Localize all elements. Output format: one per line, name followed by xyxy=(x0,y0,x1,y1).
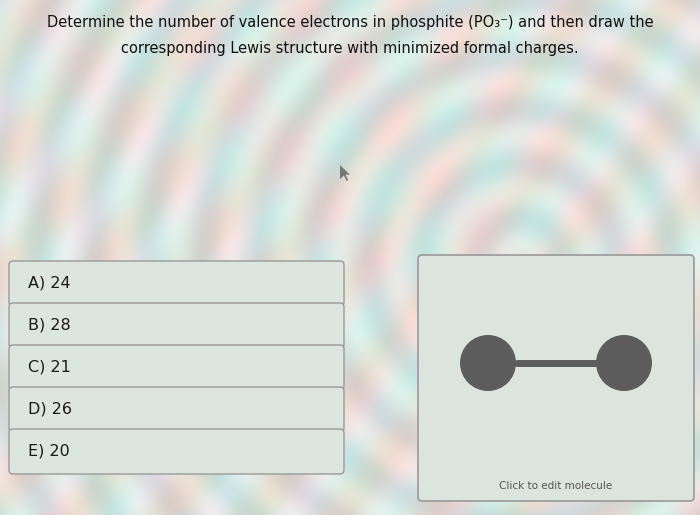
FancyBboxPatch shape xyxy=(9,387,344,432)
Circle shape xyxy=(596,335,652,391)
Text: B) 28: B) 28 xyxy=(28,318,71,333)
FancyBboxPatch shape xyxy=(418,255,694,501)
Text: Determine the number of valence electrons in phosphite (PO₃⁻) and then draw the: Determine the number of valence electron… xyxy=(47,14,653,29)
Text: corresponding Lewis structure with minimized formal charges.: corresponding Lewis structure with minim… xyxy=(121,41,579,56)
Text: A) 24: A) 24 xyxy=(28,276,71,291)
FancyBboxPatch shape xyxy=(9,303,344,348)
FancyBboxPatch shape xyxy=(9,345,344,390)
Circle shape xyxy=(460,335,516,391)
Text: E) 20: E) 20 xyxy=(28,444,70,459)
Text: D) 26: D) 26 xyxy=(28,402,72,417)
Text: C) 21: C) 21 xyxy=(28,360,71,375)
Polygon shape xyxy=(340,165,350,181)
FancyBboxPatch shape xyxy=(9,429,344,474)
FancyBboxPatch shape xyxy=(9,261,344,306)
Text: Click to edit molecule: Click to edit molecule xyxy=(499,481,612,491)
